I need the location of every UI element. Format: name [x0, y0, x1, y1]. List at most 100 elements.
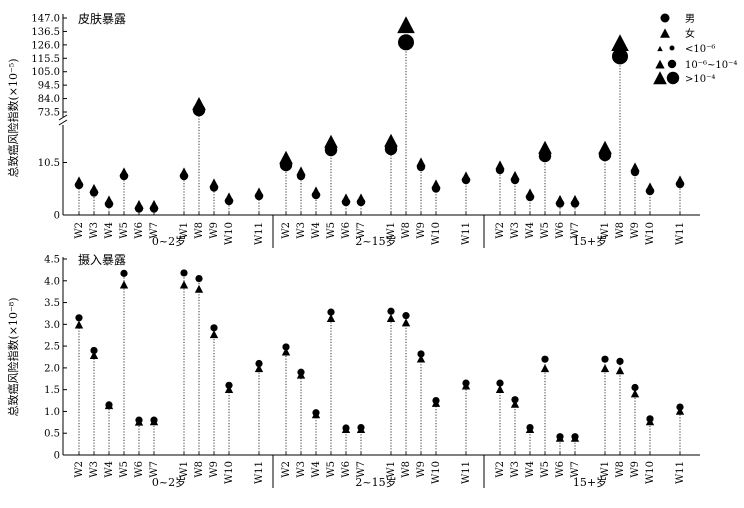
skin-female-point: [611, 34, 629, 52]
skin-y-tick-label: 84.0: [38, 94, 60, 105]
skin-female-point: [645, 182, 655, 192]
skin-female-point: [538, 140, 552, 154]
intake-y-tick-label: 1.0: [44, 407, 60, 418]
skin-female-point: [134, 199, 144, 209]
skin-category-label: W7: [356, 222, 367, 239]
skin-axis-break-mark: [58, 119, 68, 126]
skin-category-label: W10: [645, 222, 656, 245]
skin-y-tick-label: 73.5: [38, 108, 60, 119]
skin-female-point: [397, 16, 415, 34]
skin-female-point: [675, 175, 685, 185]
intake-male-point: [282, 343, 290, 351]
intake-female-point: [525, 425, 535, 434]
intake-male-point: [180, 269, 188, 277]
skin-female-point: [74, 176, 84, 186]
skin-category-label: W3: [89, 222, 100, 239]
skin-female-point: [510, 170, 520, 180]
intake-category-label: W4: [311, 461, 322, 478]
skin-category-label: W1: [179, 222, 190, 239]
skin-group-label: 2~15岁: [355, 234, 396, 248]
skin-female-point: [149, 199, 159, 209]
intake-y-tick-label: 1.5: [44, 385, 60, 396]
skin-female-point: [324, 134, 338, 148]
legend-female-label: 女: [685, 27, 695, 40]
intake-female-point: [570, 433, 580, 442]
skin-female-point: [598, 140, 612, 154]
skin-category-label: W6: [134, 222, 145, 239]
skin-category-label: W10: [431, 222, 442, 245]
skin-female-point: [495, 160, 505, 170]
skin-female-point: [416, 157, 426, 167]
skin-category-label: W9: [209, 222, 220, 239]
intake-y-tick-label: 4.0: [44, 276, 60, 287]
intake-category-label: W4: [104, 461, 115, 478]
intake-group-label: 15+岁: [573, 475, 607, 489]
intake-female-point: [326, 314, 336, 322]
skin-y-tick-label: 94.5: [38, 81, 60, 92]
skin-female-point: [356, 193, 366, 203]
intake-male-point: [210, 324, 218, 332]
intake-male-point: [616, 357, 624, 365]
intake-category-label: W6: [341, 461, 352, 478]
intake-category-label: W9: [416, 461, 427, 478]
skin-y-tick-label: 105.0: [31, 67, 60, 78]
legend-large-label: >10⁻⁴: [685, 74, 715, 85]
intake-category-label: W8: [194, 461, 205, 478]
intake-category-label: W2: [74, 461, 85, 478]
skin-title: 皮肤暴露: [78, 11, 126, 26]
skin-female-point: [341, 193, 351, 203]
skin-female-point: [525, 188, 535, 198]
intake-female-point: [311, 410, 321, 419]
intake-male-point: [496, 379, 504, 387]
intake-category-label: W1: [386, 461, 397, 478]
skin-category-label: W8: [615, 222, 626, 239]
intake-category-label: W6: [555, 461, 566, 478]
intake-y-tick-label: 0: [54, 451, 60, 462]
intake-female-point: [179, 280, 189, 289]
skin-female-point: [311, 186, 321, 196]
intake-female-point: [296, 370, 306, 379]
intake-female-point: [540, 364, 550, 373]
intake-female-point: [431, 398, 441, 407]
skin-male-point: [612, 48, 628, 65]
skin-category-label: W11: [675, 222, 686, 245]
intake-category-label: W1: [600, 461, 611, 478]
intake-male-point: [75, 314, 83, 322]
skin-group-label: 0~2岁: [152, 234, 186, 248]
skin-female-point: [254, 187, 264, 197]
intake-category-label: W7: [356, 461, 367, 478]
skin-category-label: W10: [224, 222, 235, 245]
intake-category-label: W10: [431, 461, 442, 484]
skin-female-point: [384, 133, 398, 147]
intake-category-label: W10: [224, 461, 235, 484]
skin-category-label: W8: [401, 222, 412, 239]
intake-female-point: [600, 364, 610, 373]
intake-category-label: W9: [630, 461, 641, 478]
intake-female-point: [356, 425, 366, 434]
intake-female-point: [224, 385, 234, 393]
intake-y-tick-label: 3.5: [44, 298, 60, 309]
intake-female-point: [209, 330, 219, 339]
intake-category-label: W11: [675, 461, 686, 484]
skin-y-tick-label: 0: [54, 211, 60, 222]
skin-category-label: W5: [540, 222, 551, 239]
intake-female-point: [104, 401, 114, 410]
intake-female-point: [495, 385, 505, 393]
intake-female-point: [254, 364, 264, 373]
skin-female-point: [431, 179, 441, 189]
intake-y-tick-label: 3.0: [44, 320, 60, 331]
intake-female-point: [149, 417, 159, 426]
skin-category-label: W7: [149, 222, 160, 239]
legend-female-triangle: [660, 28, 670, 38]
legend-large-circle: [666, 71, 680, 85]
intake-male-point: [631, 383, 639, 392]
skin-category-label: W2: [74, 222, 85, 239]
intake-category-label: W4: [525, 461, 536, 478]
intake-category-label: W11: [461, 461, 472, 484]
skin-y-tick-label: 115.5: [31, 54, 60, 65]
intake-y-tick-label: 4.5: [44, 255, 60, 266]
intake-male-point: [120, 269, 128, 277]
skin-female-point: [192, 96, 206, 110]
